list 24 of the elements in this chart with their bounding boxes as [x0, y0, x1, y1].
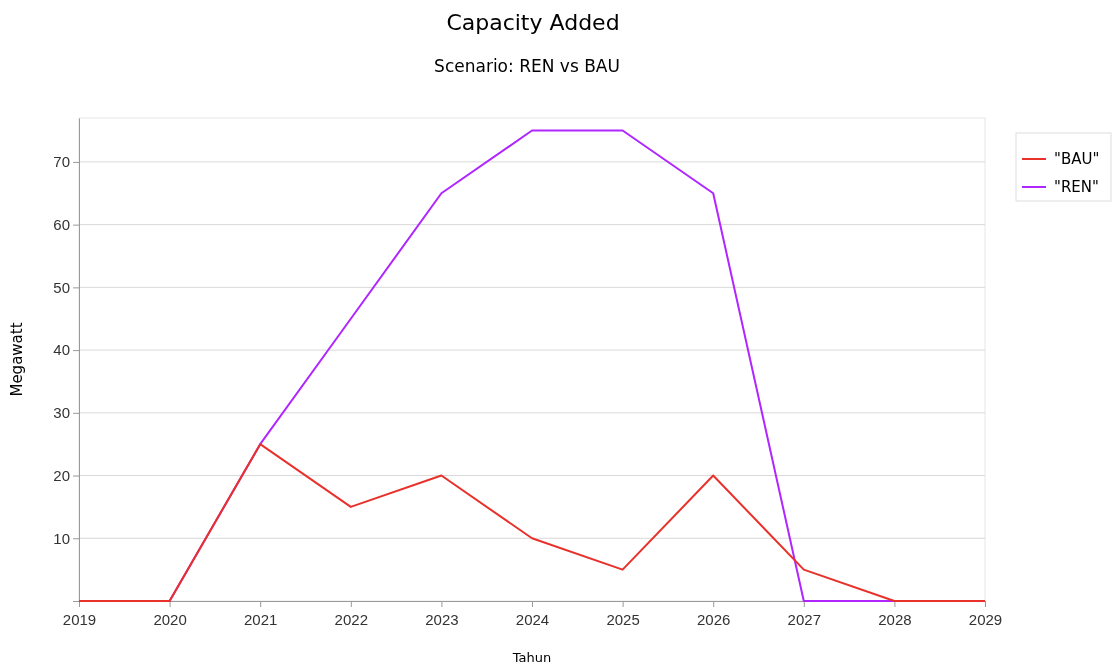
x-tick-label: 2027: [787, 611, 821, 628]
x-tick-label: 2021: [244, 611, 278, 628]
x-tick-label: 2023: [425, 611, 459, 628]
y-tick-label: 30: [53, 404, 70, 422]
x-axis-title: Tahun: [511, 650, 552, 665]
legend-label: "BAU": [1054, 150, 1100, 168]
y-axis-title: Megawatt: [8, 322, 26, 397]
y-tick-label: 70: [53, 153, 70, 171]
x-tick-label: 2028: [878, 611, 912, 628]
y-tick-label: 20: [53, 466, 70, 484]
x-tick-label: 2019: [62, 611, 97, 628]
chart-title: Capacity Added: [446, 10, 620, 35]
legend-label: "REN": [1054, 178, 1099, 196]
x-tick-label: 2029: [968, 611, 1003, 628]
x-tick-label: 2024: [515, 611, 550, 628]
y-tick-label: 40: [53, 341, 70, 359]
y-tick-label: 50: [53, 278, 70, 296]
x-tick-label: 2022: [334, 611, 368, 628]
chart-subtitle: Scenario: REN vs BAU: [434, 56, 620, 76]
x-tick-label: 2020: [153, 611, 187, 628]
x-tick-label: 2025: [606, 611, 640, 628]
x-tick-label: 2026: [697, 611, 731, 628]
y-tick-label: 60: [53, 215, 70, 233]
y-tick-label: 10: [53, 529, 70, 547]
